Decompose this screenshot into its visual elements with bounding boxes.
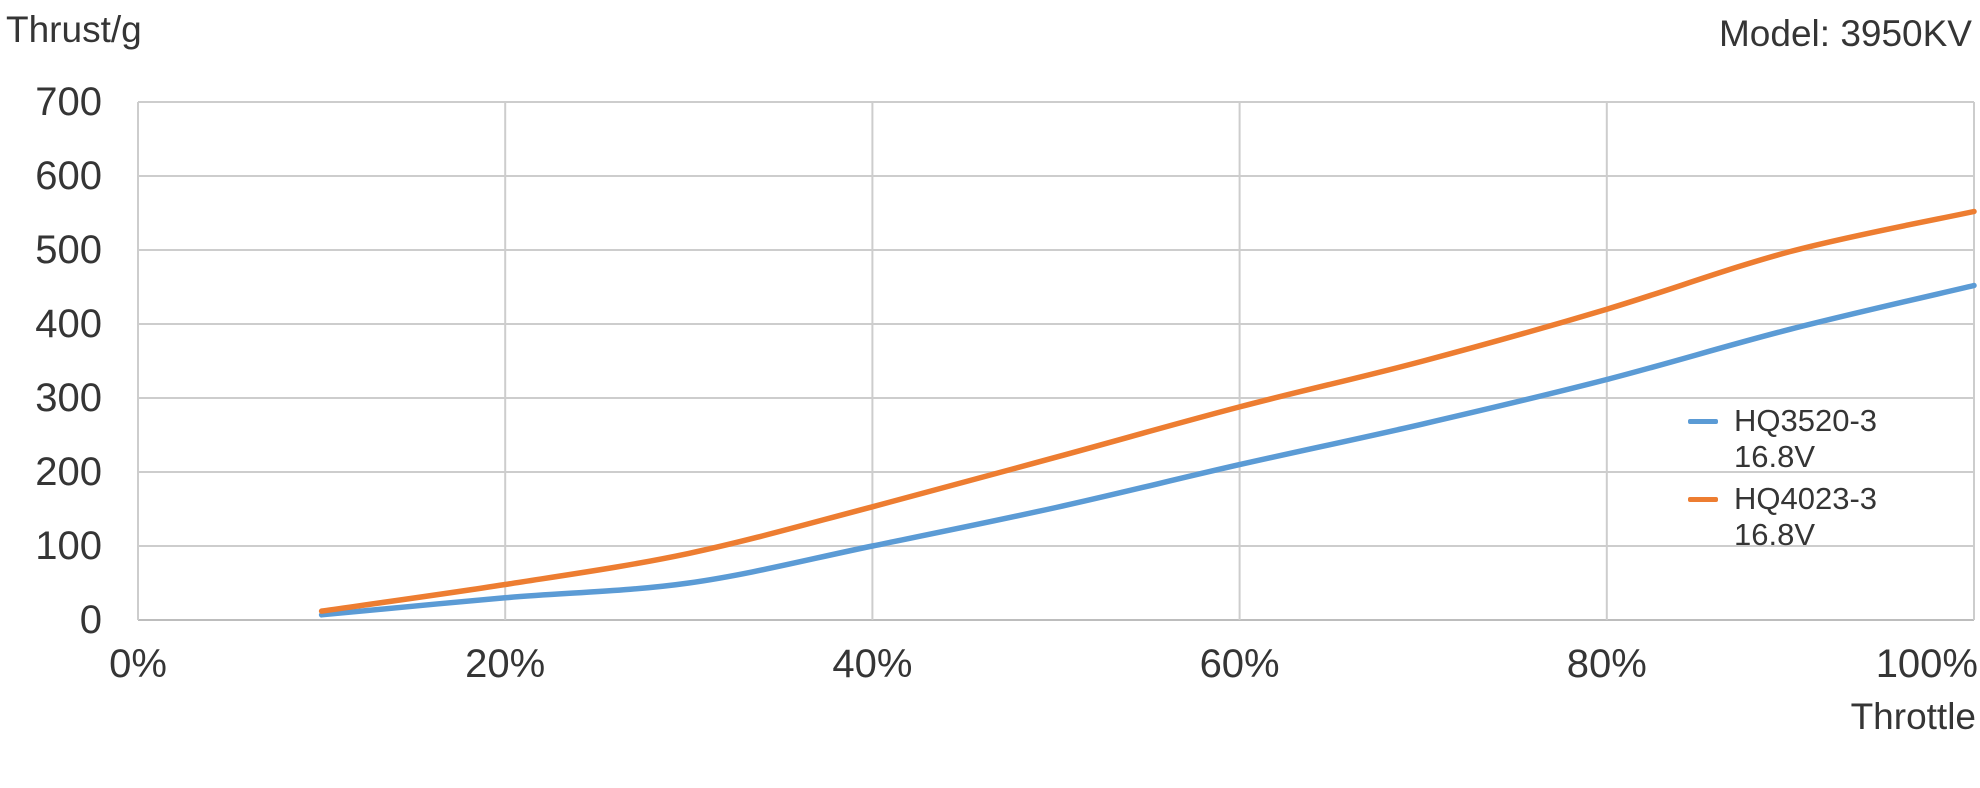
legend-item: HQ3520-3 16.8V: [1688, 403, 1877, 475]
y-tick-label: 500: [35, 228, 102, 272]
y-tick-label: 200: [35, 450, 102, 494]
y-axis-title: Thrust/g: [6, 9, 142, 50]
x-tick-label: 0%: [109, 642, 167, 686]
model-label: Model: 3950KV: [1718, 13, 1972, 54]
x-tick-label: 40%: [832, 642, 913, 686]
series-line-hq3520-3: [318, 282, 1977, 618]
legend-label-line2: 16.8V: [1734, 517, 1816, 552]
x-tick-label: 20%: [465, 642, 546, 686]
y-tick-label: 300: [35, 376, 102, 420]
y-tick-label: 700: [35, 80, 102, 124]
legend-swatch-series-0: [1688, 419, 1718, 424]
x-axis-title: Throttle: [1850, 696, 1976, 737]
x-tick-label: 100%: [1875, 642, 1978, 686]
grid-layer: [137, 101, 1975, 621]
legend-label-line2: 16.8V: [1734, 439, 1816, 474]
legend-label-line1: HQ3520-3: [1734, 403, 1878, 438]
x-tick-label: 60%: [1199, 642, 1280, 686]
y-tick-label: 400: [35, 302, 102, 346]
legend-swatch-series-1: [1688, 497, 1718, 502]
y-tick-label: 100: [35, 524, 102, 568]
legend-item: HQ4023-3 16.8V: [1688, 481, 1877, 553]
y-tick-label: 0: [79, 598, 102, 642]
legend-label-line1: HQ4023-3: [1734, 481, 1878, 516]
y-tick-label: 600: [35, 154, 102, 198]
series-line-hq4023-3: [318, 208, 1977, 614]
x-tick-label: 80%: [1566, 642, 1647, 686]
series-layer: [318, 208, 1977, 618]
legend: HQ3520-3 16.8V HQ4023-3 16.8V: [1688, 403, 1877, 559]
